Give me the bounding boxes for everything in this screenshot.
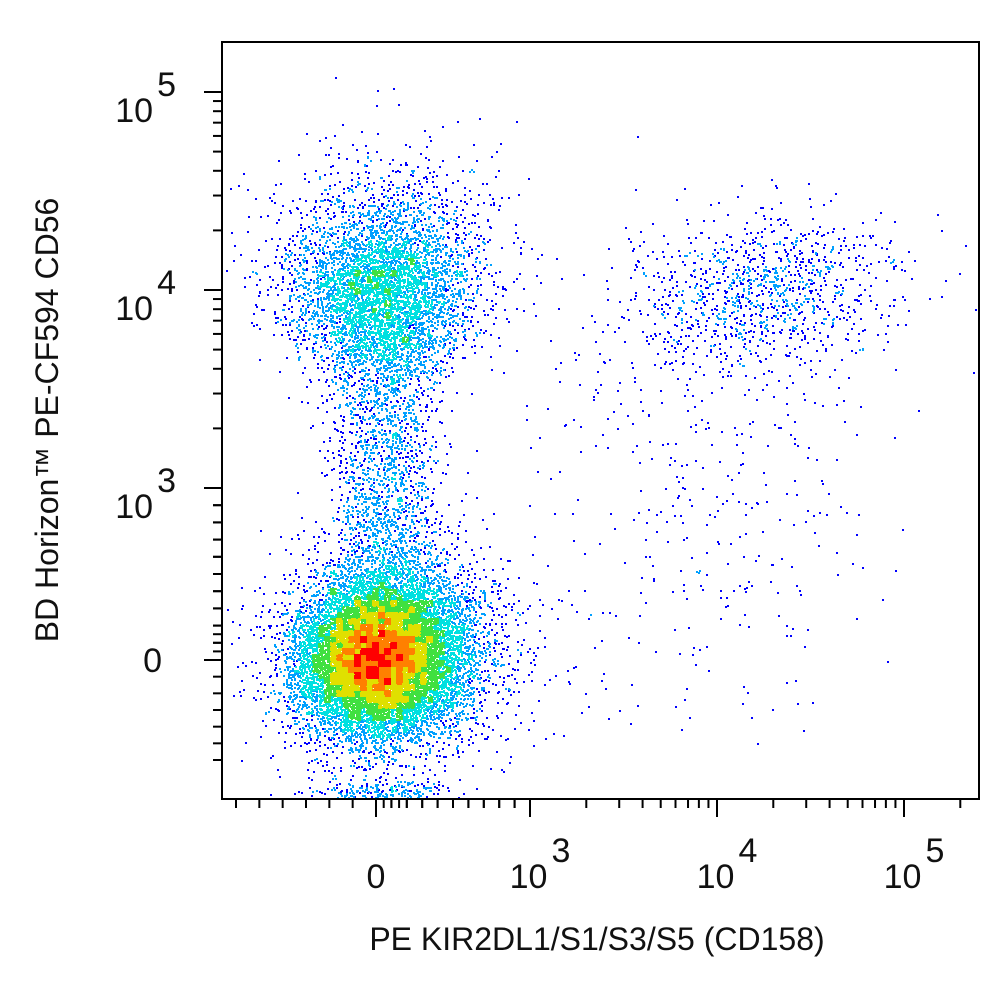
density-points-level-2: [288, 234, 475, 793]
density-points-level-6: [354, 630, 403, 685]
density-points-level-3: [312, 258, 451, 721]
density-points-level-4: [330, 600, 433, 709]
y-axis: 0 103 104 105: [115, 66, 222, 761]
plot-frame: [221, 41, 980, 800]
x-tick-label-1: 103: [510, 832, 571, 896]
x-tick-label-2: 104: [697, 832, 758, 896]
density-points-level-0: [226, 77, 977, 799]
y-tick-label-1: 103: [115, 462, 176, 526]
y-axis-label: BD Horizon™ PE-CF594 CD56: [29, 198, 65, 643]
density-points-level-1: [252, 156, 895, 799]
x-axis: 0 103 104 105: [235, 799, 962, 896]
y-tick-label-2: 104: [115, 264, 176, 328]
data-points: [226, 77, 977, 799]
y-tick-label-0: 0: [143, 642, 162, 680]
density-points-level-5: [336, 612, 415, 697]
y-tick-label-3: 105: [115, 66, 176, 130]
x-tick-label-0: 0: [367, 858, 386, 896]
x-tick-label-3: 105: [884, 832, 945, 896]
x-axis-label: PE KIR2DL1/S1/S3/S5 (CD158): [369, 921, 824, 957]
